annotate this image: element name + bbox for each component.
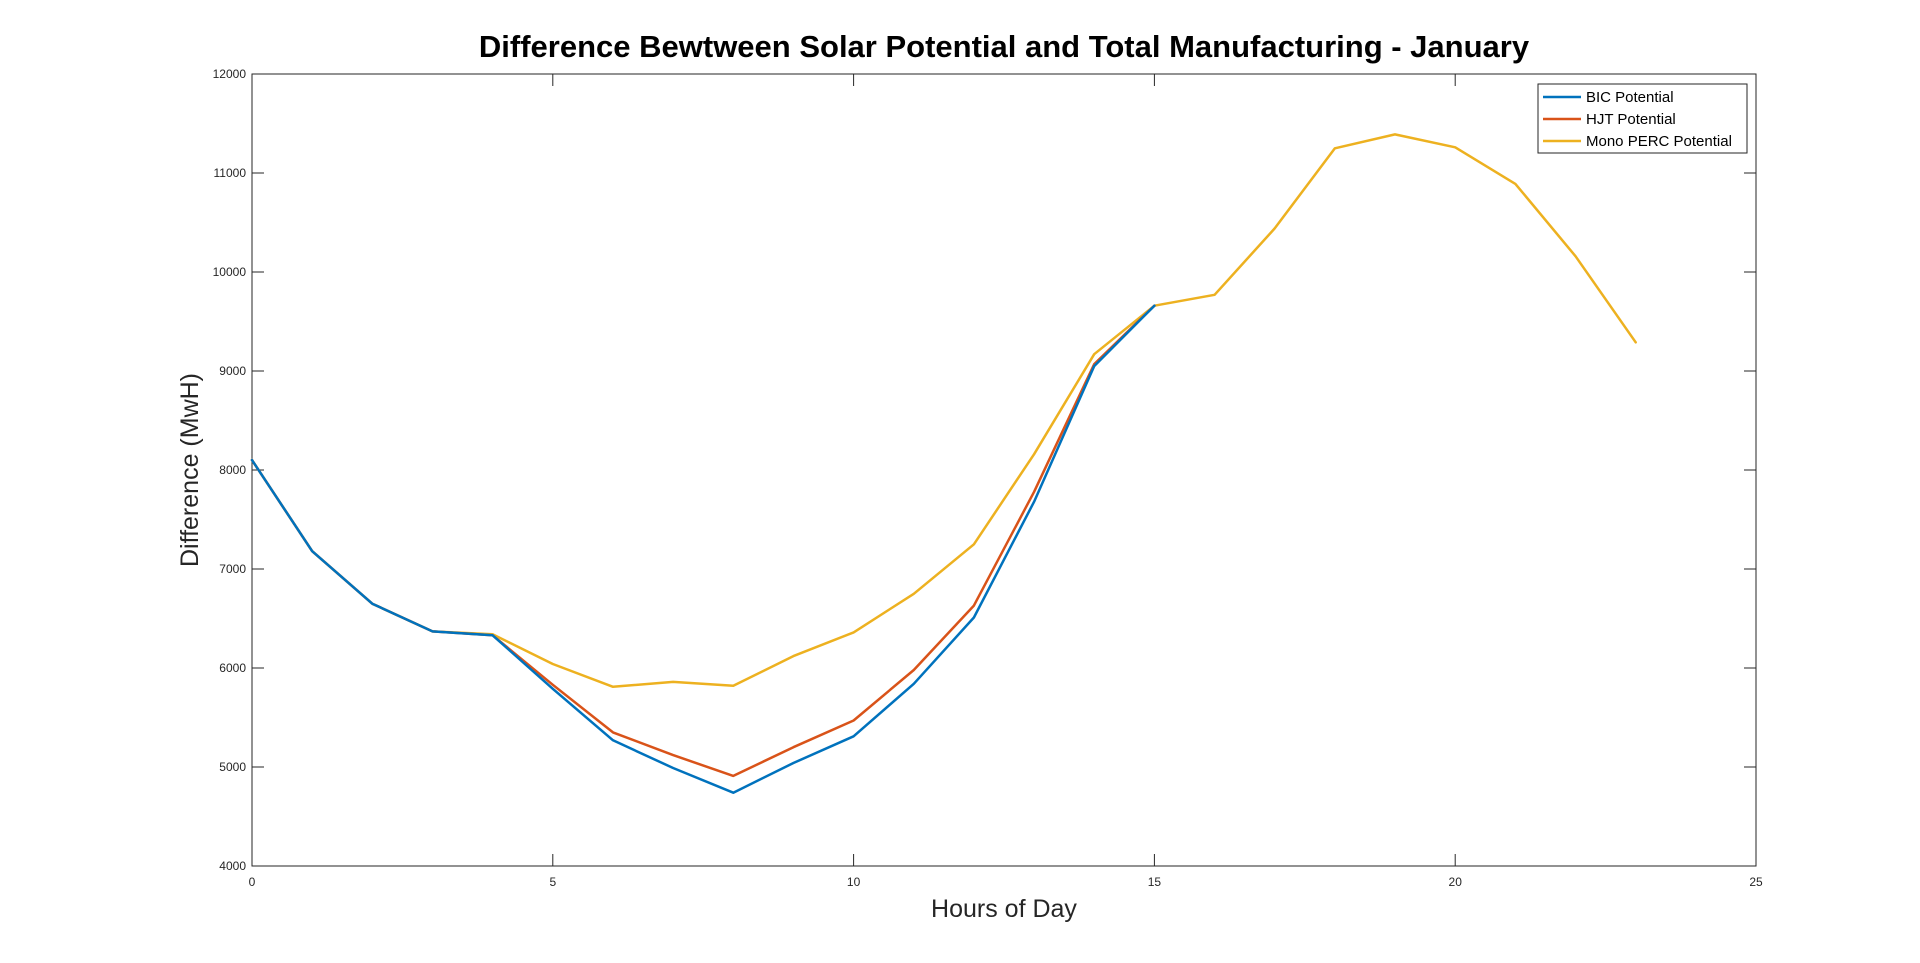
x-tick-label: 5: [549, 875, 556, 889]
x-tick-label: 20: [1449, 875, 1463, 889]
y-tick-label: 12000: [213, 67, 247, 81]
y-tick-label: 10000: [213, 265, 247, 279]
x-axis-label: Hours of Day: [931, 895, 1077, 923]
legend: BIC Potential HJT Potential Mono PERC Pote…: [1537, 83, 1748, 154]
y-tick-label: 4000: [219, 859, 246, 873]
legend-entry-label: HJT Potential: [1586, 111, 1676, 128]
x-tick-label: 10: [847, 875, 861, 889]
x-tick-label: 25: [1749, 875, 1763, 889]
series-line-bic-potential: [250, 304, 1156, 794]
x-tick-label: 0: [249, 875, 256, 889]
legend-entry-label: Mono PERC Potential: [1586, 133, 1732, 150]
y-tick-label: 6000: [219, 661, 246, 675]
series-lines: [250, 133, 1637, 794]
y-axis-label: Difference (MwH): [176, 373, 204, 567]
legend-entries: BIC Potential HJT Potential Mono PERC Pote…: [1543, 89, 1732, 150]
tick-labels: 0 5 10 15 20 25 4000 5000 6000 7000 8000 9000 10000 1…: [213, 67, 1763, 889]
axis-ticks: [251, 73, 1757, 867]
y-tick-label: 8000: [219, 463, 246, 477]
y-tick-label: 5000: [219, 760, 246, 774]
y-tick-label: 7000: [219, 562, 246, 576]
legend-entry-label: BIC Potential: [1586, 89, 1674, 106]
y-tick-label: 11000: [214, 166, 247, 180]
plot-area: [251, 73, 1757, 867]
chart-title: Difference Bewtween Solar Potential and …: [479, 29, 1530, 64]
x-tick-label: 15: [1148, 875, 1162, 889]
y-tick-label: 9000: [219, 364, 246, 378]
